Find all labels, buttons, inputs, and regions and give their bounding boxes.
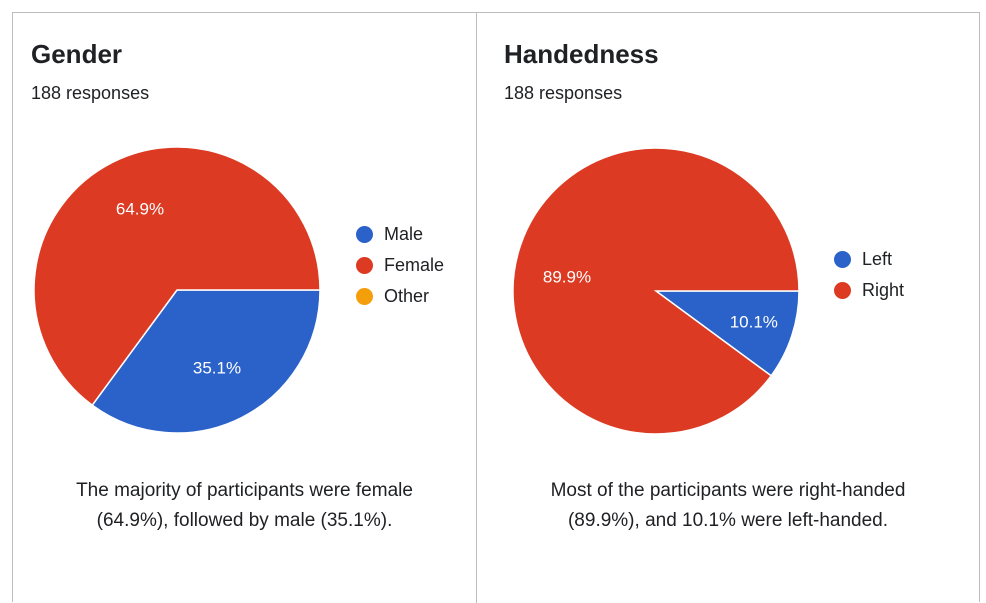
gender-panel: Gender 188 responses 35.1% 64.9% Male Fem… [13,13,477,603]
gender-legend: Male Female Other [356,219,444,312]
legend-item-right[interactable]: Right [834,275,904,306]
legend-swatch-female [356,257,373,274]
legend-label-left: Left [862,249,893,269]
gender-title: Gender [31,39,123,69]
gender-pie-chart: 35.1% 64.9% [33,146,321,434]
handedness-panel: Handedness 188 responses 10.1% 89.9% Left… [477,13,979,603]
handedness-caption-line-1: Most of the participants were right-hand… [550,480,906,501]
legend-item-other[interactable]: Other [356,281,444,312]
legend-swatch-male [356,226,373,243]
gender-caption-line-2: (64.9%), followed by male (35.1%). [96,510,393,531]
legend-item-female[interactable]: Female [356,250,444,281]
gender-subtitle: 188 responses [31,83,150,103]
handedness-caption-line-2: (89.9%), and 10.1% were left-handed. [567,510,889,531]
handedness-pie-chart: 10.1% 89.9% [512,147,800,435]
legend-swatch-right [834,282,851,299]
pie-slice-right[interactable] [512,147,800,435]
pie-label-left: 10.1% [730,313,778,332]
pie-slice-left[interactable] [653,290,800,377]
legend-label-female: Female [384,255,445,275]
pie-label-female: 64.9% [116,199,164,218]
pie-slice-female[interactable] [33,146,321,407]
legend-label-male: Male [384,224,424,244]
charts-container: Gender 188 responses 35.1% 64.9% Male Fem… [12,12,980,603]
pie-label-male: 35.1% [193,359,241,378]
gender-caption: The majority of participants were female… [13,476,476,536]
pie-label-right: 89.9% [543,267,591,286]
gender-caption-line-1: The majority of participants were female [76,480,413,501]
handedness-title: Handedness [504,39,659,69]
legend-label-other: Other [384,286,430,306]
legend-item-left[interactable]: Left [834,244,904,275]
legend-swatch-left [834,251,851,268]
handedness-legend: Left Right [834,244,904,306]
handedness-subtitle: 188 responses [504,83,623,103]
handedness-caption: Most of the participants were right-hand… [477,476,979,536]
legend-label-right: Right [862,280,905,300]
pie-slice-male[interactable] [91,289,321,434]
legend-swatch-other [356,288,373,305]
legend-item-male[interactable]: Male [356,219,444,250]
